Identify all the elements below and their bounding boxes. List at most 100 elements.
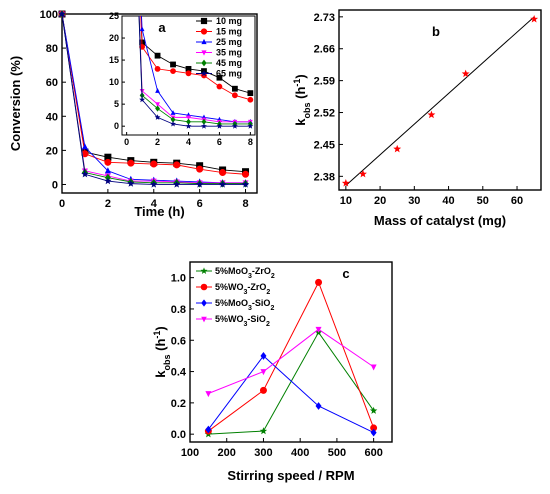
plot-c-xtick-label: 100: [181, 447, 199, 459]
plot-c-point: [315, 278, 323, 286]
plot-a-xtick-label: 6: [197, 198, 203, 210]
inset-point: [155, 105, 160, 112]
plot-c-point: [205, 391, 212, 398]
plot-c-point: [315, 402, 322, 410]
plot-c-series-line: [208, 331, 375, 435]
inset-point: [216, 123, 223, 129]
inset-point: [154, 114, 161, 120]
plot-c-series-line: [207, 355, 374, 434]
plot-c-point: [260, 369, 267, 376]
plot-b-point: [427, 110, 436, 119]
plot-b-frame: [338, 9, 542, 191]
inset-point: [154, 52, 161, 59]
legend-a-marker: [201, 38, 207, 45]
plot-a-point: [242, 170, 250, 178]
legend-a-marker: [200, 17, 208, 25]
inset-point: [170, 61, 176, 68]
inset-point: [216, 74, 223, 81]
plot-c-ytick-label: 0.4: [171, 367, 187, 379]
inset-xtick-label: 8: [248, 137, 253, 147]
plot-b-point: [530, 14, 539, 23]
inset-series-group: [138, 16, 254, 129]
plot-a-point: [218, 180, 227, 188]
inset-point: [231, 92, 238, 99]
plot-a-point: [150, 160, 158, 168]
inset-point: [247, 90, 254, 97]
inset-point: [201, 123, 207, 129]
inset-point: [185, 70, 192, 77]
inset-xtick-label: 0: [124, 137, 129, 147]
legend-a-label: 45 mg: [216, 58, 242, 68]
plot-b-ytick-label: 2.73: [314, 12, 335, 24]
plot-a-ytick-label: 100: [40, 9, 58, 21]
panel-c-letter: c: [342, 266, 349, 281]
plot-c-xtick-label: 200: [218, 447, 236, 459]
plot-c-point: [315, 326, 322, 333]
plot-c-series-line: [208, 328, 374, 394]
plot-a-point: [173, 161, 181, 169]
inset-point: [155, 88, 160, 93]
plot-c-series-line: [208, 281, 375, 432]
plot-c-xtick-label: 300: [254, 447, 272, 459]
plot-a-point: [58, 10, 66, 18]
plot-a-point: [241, 180, 250, 188]
plot-c-point: [260, 352, 267, 360]
inset-point: [139, 96, 146, 103]
plot-a-point: [196, 165, 204, 173]
plot-b-ytick-label: 2.45: [314, 139, 335, 151]
plot-a-point: [81, 143, 88, 150]
plot-c-xtick-label: 500: [328, 447, 346, 459]
plot-a-point: [150, 180, 158, 188]
plot-c-ytick-label: 1.0: [171, 273, 186, 285]
legend-a-marker: [200, 28, 208, 35]
plot-a-point: [127, 159, 135, 167]
plot-c-point: [205, 425, 212, 434]
inset-ytick-label: 10: [109, 77, 119, 87]
inset-point: [186, 115, 191, 121]
plot-c-ytick-label: 0.2: [171, 398, 186, 410]
legend-a-marker: [201, 50, 207, 56]
legend-c-label: 5%MoO3-ZrO2: [215, 266, 275, 280]
plot-a-xtick-label: 8: [242, 198, 248, 210]
inset-point: [170, 110, 176, 115]
plot-c-point: [370, 428, 377, 437]
legend-c-marker: [201, 299, 207, 307]
plot-b-ytick-label: 2.59: [314, 76, 335, 88]
plot-c-ytick-label: 0.0: [171, 429, 186, 441]
plot-c-point: [259, 427, 268, 435]
plot-c-ylabel: kobs (h-1): [152, 326, 172, 378]
inset-point: [139, 26, 145, 32]
plot-c-point: [259, 386, 267, 394]
plot-a-ytick-label: 60: [46, 77, 58, 89]
plot-b-ytick-label: 2.66: [314, 44, 335, 56]
plot-c-point: [370, 364, 377, 371]
plot-a-ytick-label: 40: [46, 111, 58, 123]
plot-a-ytick-label: 80: [46, 43, 58, 55]
plot-b-ytick-label: 2.52: [314, 108, 335, 120]
legend-c-label: 5%MoO3-SiO2: [215, 298, 274, 312]
inset-ytick-label: 20: [109, 33, 119, 43]
plot-a-xlabel: Time (h): [134, 204, 184, 219]
plot-c-ytick-label: 0.8: [171, 304, 186, 316]
legend-c-label: 5%WO3-SiO2: [215, 314, 270, 328]
legend-a-label: 25 mg: [216, 37, 242, 47]
inset-point: [154, 65, 161, 72]
legend-a-label: 10 mg: [216, 16, 242, 26]
plot-b-ytick-label: 2.38: [314, 171, 335, 183]
plot-b-xtick-label: 10: [340, 195, 352, 207]
inset-xtick-label: 4: [186, 137, 191, 147]
plot-a-ytick-label: 20: [46, 145, 58, 157]
plot-a-point: [127, 179, 135, 187]
plot-b-point: [341, 179, 350, 187]
plot-a-point: [195, 180, 204, 188]
plot-a-xtick-label: 2: [105, 198, 111, 210]
plot-b-xtick-label: 20: [374, 195, 386, 207]
plot-a-point: [173, 180, 181, 188]
plot-a-point: [81, 170, 89, 178]
plot-b-fit-line: [345, 16, 535, 186]
legend-c-marker: [200, 267, 208, 274]
plot-b-point: [461, 69, 470, 78]
inset-xtick-label: 6: [217, 137, 222, 147]
plot-a-ylabel: Conversion (%): [8, 56, 23, 151]
